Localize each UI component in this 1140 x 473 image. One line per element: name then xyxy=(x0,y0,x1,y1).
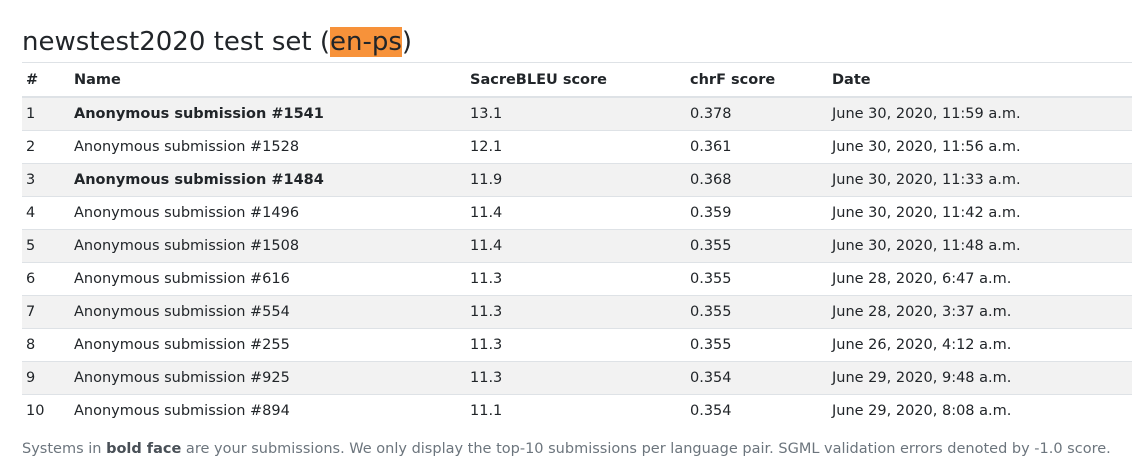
cell-date: June 30, 2020, 11:33 a.m. xyxy=(832,163,1132,197)
cell-sacrebleu: 11.9 xyxy=(470,163,690,197)
table-row: 5 Anonymous submission #1508 11.4 0.355 June… xyxy=(22,229,1132,263)
footnote: Systems in bold face are your submission… xyxy=(22,441,1132,457)
cell-rank: 8 xyxy=(22,328,74,362)
table-row: 4 Anonymous submission #1496 11.4 0.359 June… xyxy=(22,196,1132,230)
table-row: 7 Anonymous submission #554 11.3 0.355 June … xyxy=(22,295,1132,329)
footnote-bold: bold face xyxy=(106,441,182,457)
title-prefix: newstest2020 test set ( xyxy=(22,27,330,57)
cell-name: Anonymous submission #894 xyxy=(74,394,470,427)
cell-name: Anonymous submission #1496 xyxy=(74,196,470,230)
column-header-date: Date xyxy=(832,62,1132,98)
cell-name: Anonymous submission #255 xyxy=(74,328,470,362)
cell-name: Anonymous submission #925 xyxy=(74,361,470,395)
cell-rank: 2 xyxy=(22,130,74,164)
cell-sacrebleu: 11.3 xyxy=(470,262,690,296)
cell-rank: 10 xyxy=(22,394,74,427)
cell-sacrebleu: 11.3 xyxy=(470,328,690,362)
cell-rank: 4 xyxy=(22,196,74,230)
cell-rank: 9 xyxy=(22,361,74,395)
cell-sacrebleu: 13.1 xyxy=(470,96,690,131)
column-header-sacrebleu: SacreBLEU score xyxy=(470,62,690,98)
footnote-part1: Systems in xyxy=(22,441,107,457)
cell-date: June 26, 2020, 4:12 a.m. xyxy=(832,328,1132,362)
cell-rank: 7 xyxy=(22,295,74,329)
cell-chrf: 0.355 xyxy=(690,295,832,329)
cell-rank: 5 xyxy=(22,229,74,263)
column-header-name: Name xyxy=(74,62,470,98)
cell-name: Anonymous submission #1484 xyxy=(74,163,470,197)
cell-chrf: 0.354 xyxy=(690,361,832,395)
cell-name: Anonymous submission #554 xyxy=(74,295,470,329)
cell-name: Anonymous submission #1508 xyxy=(74,229,470,263)
leaderboard-table: # Name SacreBLEU score chrF score Date 1… xyxy=(22,62,1132,427)
cell-date: June 30, 2020, 11:59 a.m. xyxy=(832,96,1132,131)
title-suffix: ) xyxy=(401,27,413,57)
cell-name: Anonymous submission #616 xyxy=(74,262,470,296)
page-title: newstest2020 test set (en-ps) xyxy=(22,22,1132,62)
cell-sacrebleu: 11.3 xyxy=(470,295,690,329)
cell-chrf: 0.378 xyxy=(690,96,832,131)
cell-chrf: 0.359 xyxy=(690,196,832,230)
cell-sacrebleu: 11.4 xyxy=(470,196,690,230)
cell-date: June 28, 2020, 6:47 a.m. xyxy=(832,262,1132,296)
table-row: 2 Anonymous submission #1528 12.1 0.361 June… xyxy=(22,130,1132,164)
cell-date: June 30, 2020, 11:56 a.m. xyxy=(832,130,1132,164)
cell-date: June 30, 2020, 11:48 a.m. xyxy=(832,229,1132,263)
table-row: 6 Anonymous submission #616 11.3 0.355 June … xyxy=(22,262,1132,296)
leaderboard-body: 1 Anonymous submission #1541 13.1 0.378 June… xyxy=(22,96,1132,427)
cell-chrf: 0.354 xyxy=(690,394,832,427)
table-row: 10 Anonymous submission #894 11.1 0.354 June… xyxy=(22,394,1132,427)
cell-rank: 1 xyxy=(22,96,74,131)
cell-chrf: 0.368 xyxy=(690,163,832,197)
table-header-row: # Name SacreBLEU score chrF score Date xyxy=(22,62,1132,98)
cell-chrf: 0.361 xyxy=(690,130,832,164)
cell-date: June 29, 2020, 9:48 a.m. xyxy=(832,361,1132,395)
table-row: 1 Anonymous submission #1541 13.1 0.378 June… xyxy=(22,96,1132,131)
cell-rank: 3 xyxy=(22,163,74,197)
cell-sacrebleu: 11.3 xyxy=(470,361,690,395)
cell-name: Anonymous submission #1528 xyxy=(74,130,470,164)
cell-date: June 29, 2020, 8:08 a.m. xyxy=(832,394,1132,427)
footnote-part2: are your submissions. We only display th… xyxy=(181,441,1111,457)
cell-date: June 28, 2020, 3:37 a.m. xyxy=(832,295,1132,329)
column-header-rank: # xyxy=(22,62,74,98)
cell-rank: 6 xyxy=(22,262,74,296)
cell-date: June 30, 2020, 11:42 a.m. xyxy=(832,196,1132,230)
language-pair-highlight: en-ps xyxy=(330,27,402,57)
cell-sacrebleu: 12.1 xyxy=(470,130,690,164)
table-row: 9 Anonymous submission #925 11.3 0.354 June … xyxy=(22,361,1132,395)
cell-chrf: 0.355 xyxy=(690,328,832,362)
table-row: 3 Anonymous submission #1484 11.9 0.368 June… xyxy=(22,163,1132,197)
cell-sacrebleu: 11.1 xyxy=(470,394,690,427)
cell-chrf: 0.355 xyxy=(690,262,832,296)
table-row: 8 Anonymous submission #255 11.3 0.355 June … xyxy=(22,328,1132,362)
cell-chrf: 0.355 xyxy=(690,229,832,263)
column-header-chrf: chrF score xyxy=(690,62,832,98)
cell-sacrebleu: 11.4 xyxy=(470,229,690,263)
leaderboard-panel: newstest2020 test set (en-ps) # Name Sac… xyxy=(22,22,1132,457)
cell-name: Anonymous submission #1541 xyxy=(74,96,470,131)
